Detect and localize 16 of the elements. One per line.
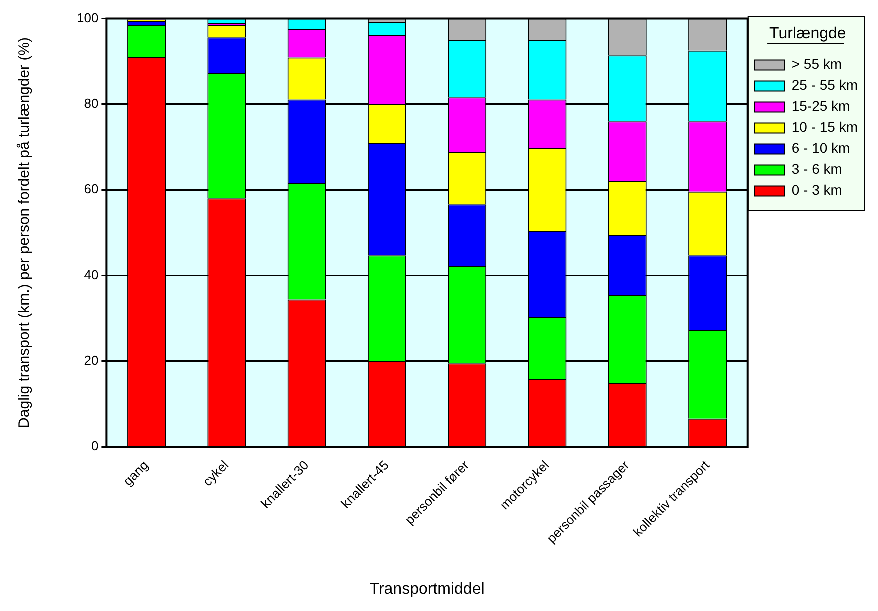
y-axis-title: Daglig transport (km.) per person fordelt på turlængder (%)	[16, 37, 34, 428]
x-axis-title: Transportmiddel	[370, 580, 485, 598]
legend-title: Turlængde	[770, 25, 846, 42]
legend-label: > 55 km	[792, 56, 842, 72]
legend-label: 25 - 55 km	[792, 77, 858, 94]
y-tick-label: 20	[84, 353, 99, 368]
legend-label: 15-25 km	[792, 98, 850, 114]
y-tick-label: 60	[84, 182, 99, 197]
legend-label: 0 - 3 km	[792, 182, 842, 198]
legend-label: 10 - 15 km	[792, 119, 858, 136]
legend-label: 3 - 6 km	[792, 161, 842, 178]
y-tick-label: 100	[76, 10, 99, 26]
y-tick-label: 0	[91, 438, 99, 454]
y-tick-label: 80	[84, 96, 99, 112]
y-tick-label: 40	[84, 267, 99, 282]
legend-label: 6 - 10 km	[792, 140, 850, 156]
